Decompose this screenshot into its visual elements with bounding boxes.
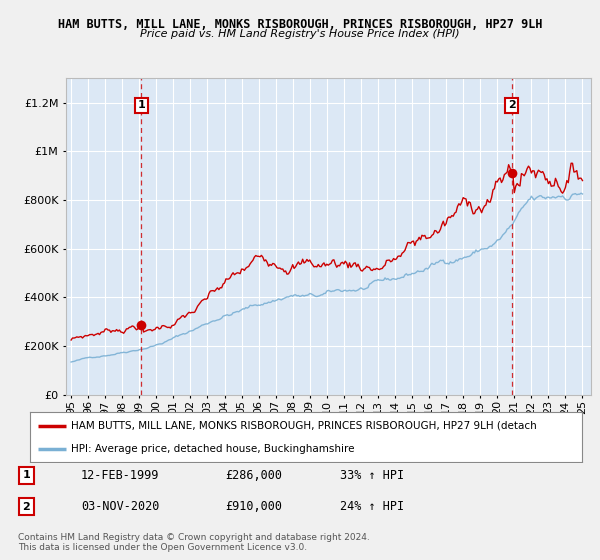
Text: 12-FEB-1999: 12-FEB-1999 [81, 469, 160, 482]
Text: 1: 1 [137, 100, 145, 110]
Text: Contains HM Land Registry data © Crown copyright and database right 2024.: Contains HM Land Registry data © Crown c… [18, 533, 370, 542]
Text: HAM BUTTS, MILL LANE, MONKS RISBOROUGH, PRINCES RISBOROUGH, HP27 9LH (detach: HAM BUTTS, MILL LANE, MONKS RISBOROUGH, … [71, 421, 537, 431]
Text: 2: 2 [23, 502, 30, 512]
Text: £286,000: £286,000 [225, 469, 282, 482]
Text: £910,000: £910,000 [225, 500, 282, 513]
Text: 1: 1 [23, 470, 30, 480]
Text: 33% ↑ HPI: 33% ↑ HPI [340, 469, 404, 482]
Text: HAM BUTTS, MILL LANE, MONKS RISBOROUGH, PRINCES RISBOROUGH, HP27 9LH: HAM BUTTS, MILL LANE, MONKS RISBOROUGH, … [58, 18, 542, 31]
Text: HPI: Average price, detached house, Buckinghamshire: HPI: Average price, detached house, Buck… [71, 445, 355, 454]
Text: 24% ↑ HPI: 24% ↑ HPI [340, 500, 404, 513]
Text: 2: 2 [508, 100, 515, 110]
Text: 03-NOV-2020: 03-NOV-2020 [81, 500, 160, 513]
Text: This data is licensed under the Open Government Licence v3.0.: This data is licensed under the Open Gov… [18, 543, 307, 552]
Text: Price paid vs. HM Land Registry's House Price Index (HPI): Price paid vs. HM Land Registry's House … [140, 29, 460, 39]
